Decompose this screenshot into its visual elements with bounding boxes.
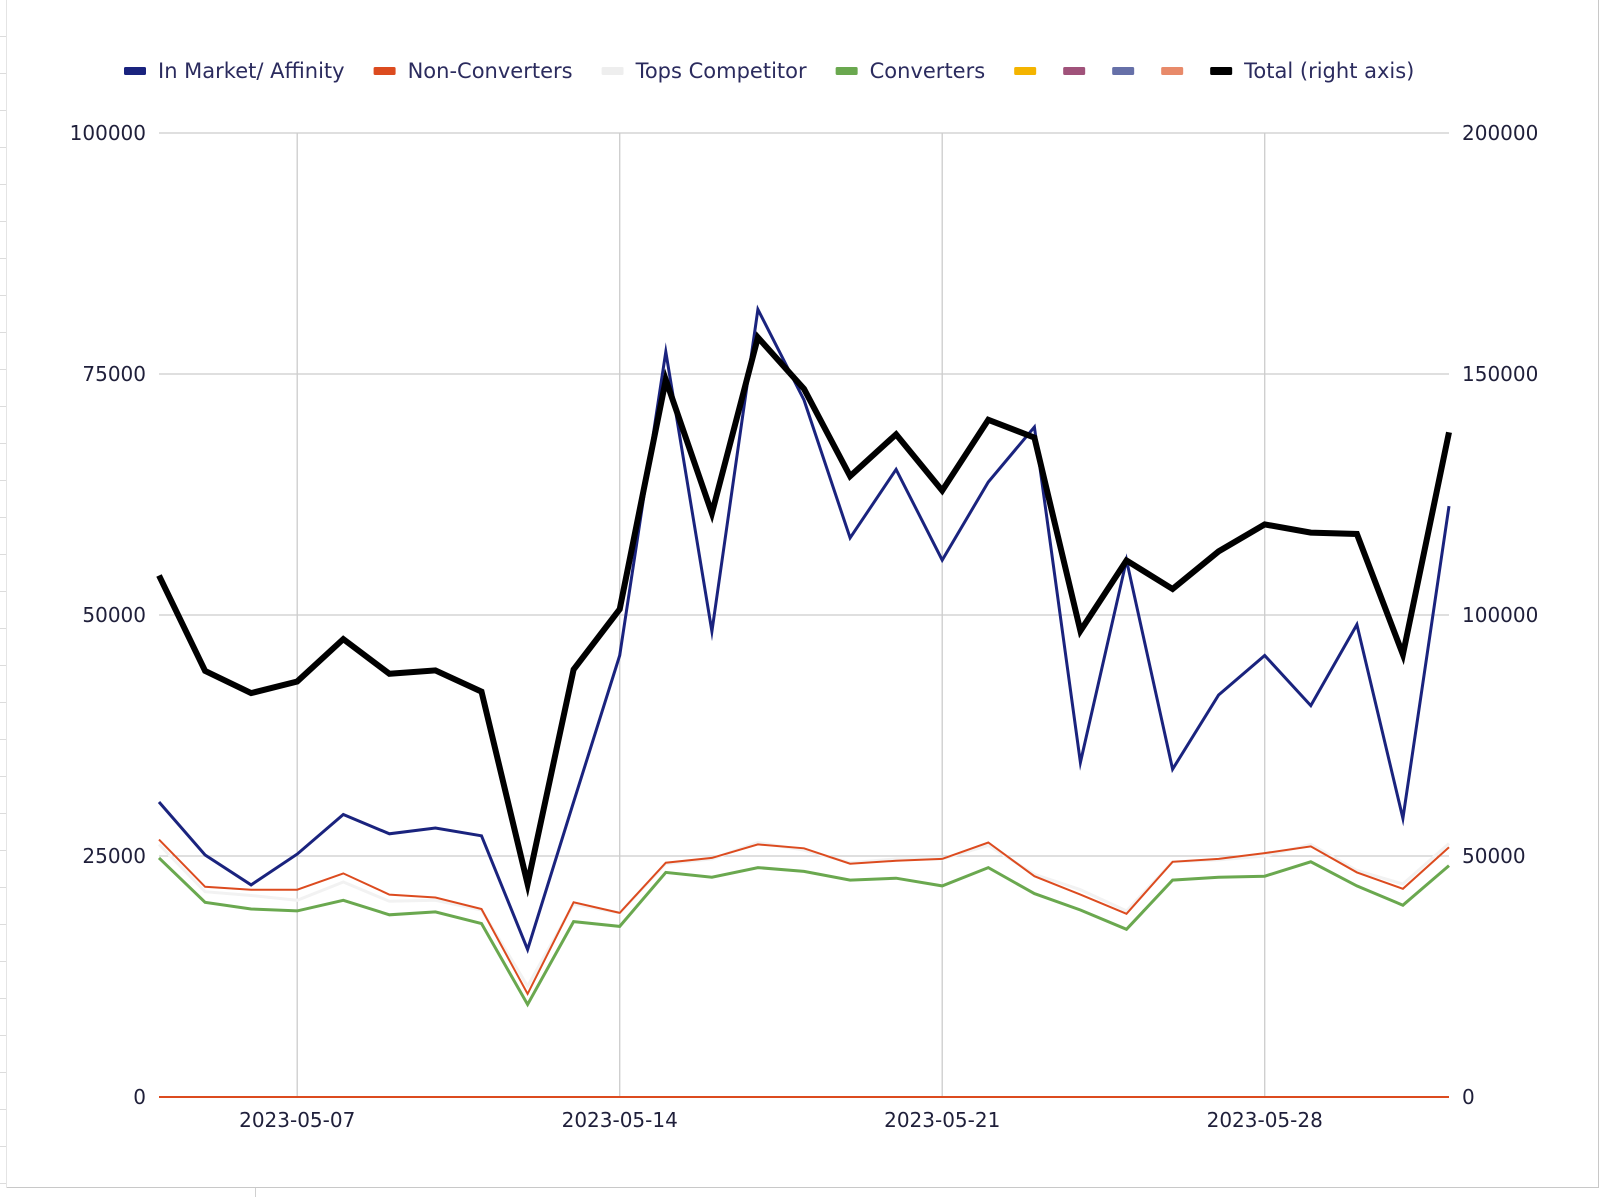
series-line-tops-competitor [157,840,1450,990]
x-axis: 2023-05-07 2023-05-14 2023-05-21 2023-05-28 [239,1108,1323,1132]
y2-tick-label: 50000 [1462,844,1526,868]
series-line-converters [157,856,1450,1008]
series-line-in-market-affinity [157,304,1451,954]
legend-swatch [373,67,396,75]
legend-swatch [1014,67,1037,75]
series-line-total-right-axis [156,331,1452,898]
legend-swatch [1161,67,1184,75]
y-tick-label: 100000 [70,121,146,145]
y-axis-left: 0 25000 50000 75000 100000 [70,121,146,1109]
legend-label: In Market/ Affinity [158,59,345,83]
y-tick-label: 50000 [82,603,146,627]
left-ruler [0,0,7,1188]
series-line-non-converters [158,838,1450,997]
x-tick-label: 2023-05-07 [239,1108,355,1132]
x-tick-label: 2023-05-14 [562,1108,678,1132]
y-axis-right: 0 50000 100000 150000 200000 [1462,121,1538,1109]
y-tick-label: 75000 [82,362,146,386]
grid [159,132,1449,1097]
legend-swatch [601,67,624,75]
legend-swatch [1210,67,1233,75]
y2-tick-label: 200000 [1462,121,1538,145]
y-tick-label: 25000 [82,844,146,868]
y2-tick-label: 100000 [1462,603,1538,627]
corner-tick [255,1188,256,1197]
legend-swatch [1063,67,1086,75]
legend-label: Non-Converters [408,59,573,83]
x-tick-label: 2023-05-28 [1207,1108,1323,1132]
legend: In Market/ Affinity Non-Converters Tops Co… [124,59,1414,83]
legend-swatch [124,67,146,75]
x-tick-label: 2023-05-21 [884,1108,1000,1132]
legend-label: Converters [870,59,986,83]
y-tick-label: 0 [133,1085,146,1109]
y2-tick-label: 0 [1462,1085,1475,1109]
legend-label: Total (right axis) [1243,59,1414,83]
series-lines [156,304,1452,1008]
legend-swatch [1112,67,1135,75]
legend-label: Tops Competitor [635,59,807,83]
legend-swatch [835,67,858,75]
y2-tick-label: 150000 [1462,362,1538,386]
